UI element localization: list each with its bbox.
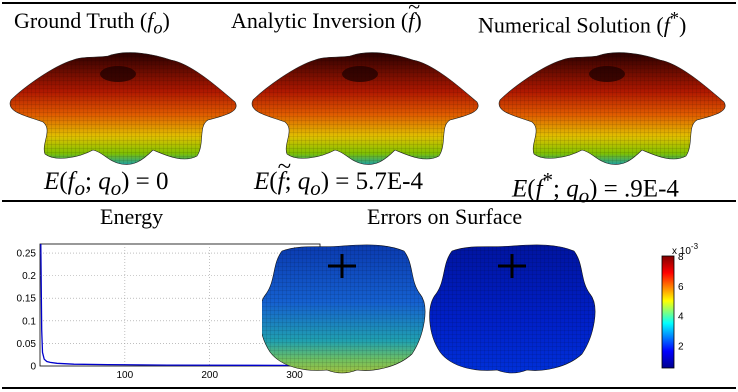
colorbar-tick-4: 4: [678, 312, 684, 323]
y-tick-label: 0.05: [17, 339, 37, 350]
energy-series-line: [40, 243, 316, 367]
surface-shapes-row: [9, 52, 726, 165]
energy-analytic-inversion: E(f ~; qo) = 5.7E-4: [254, 153, 423, 200]
y-tick-label: 0.25: [17, 249, 37, 260]
x-tick-label: 200: [201, 370, 218, 381]
colorbar-exponent-label: x 10-3: [672, 242, 699, 257]
bottom-rule: [2, 387, 736, 389]
surface-shape-2: [251, 52, 479, 165]
colorbar-tick-8: 8: [678, 252, 684, 263]
y-tick-label: 0: [30, 362, 36, 373]
y-tick-label: 0.1: [22, 316, 36, 327]
surface-shape-3: [498, 52, 726, 165]
energy-ground-truth: E(fo; qo) = 0: [44, 168, 169, 200]
header-numerical-solution: Numerical Solution (f*): [478, 8, 687, 38]
energy-numerical-solution: E(f*; qo) = .9E-4: [512, 168, 679, 208]
colorbar-tick-2: 2: [678, 342, 684, 353]
y-tick-label: 0.2: [22, 271, 36, 282]
energy-plot-title: Energy: [100, 204, 164, 229]
y-tick-label: 0.15: [17, 294, 37, 305]
error-surfaces-row: [262, 244, 596, 374]
top-rule: [2, 2, 736, 4]
colorbar-tick-6: 6: [678, 282, 684, 293]
middle-rule: [2, 200, 736, 202]
header-ground-truth: Ground Truth (fo): [14, 8, 170, 38]
error-surface-1: [262, 244, 426, 374]
errors-on-surface-title: Errors on Surface: [367, 204, 523, 229]
surface-shape-1: [9, 52, 237, 165]
colorbar: x 10-3 8 6 4 2: [661, 242, 699, 369]
colorbar-gradient: [661, 255, 675, 369]
x-tick-label: 300: [286, 370, 303, 381]
header-analytic-inversion: Analytic Inversion (f ~): [231, 0, 422, 33]
x-tick-label: 100: [117, 370, 134, 381]
error-surface-2: [429, 244, 596, 374]
